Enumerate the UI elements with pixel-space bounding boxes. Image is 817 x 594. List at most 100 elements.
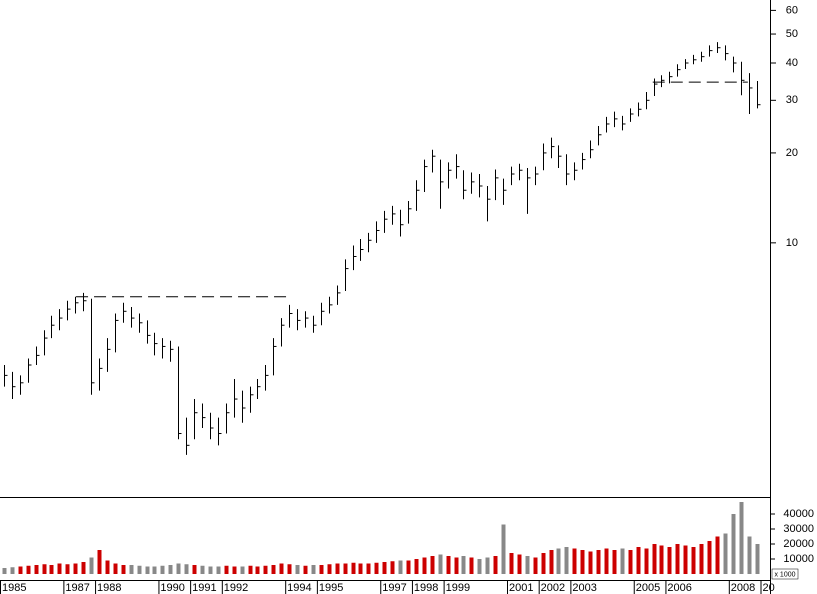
volume-bar [248,565,253,574]
volume-bar [224,565,229,574]
volume-bar [477,558,482,574]
volume-bar [287,564,292,574]
x-tick-label: 2003 [572,582,596,594]
volume-bar [699,543,704,574]
volume-bar [707,540,712,574]
volume-bar [184,564,189,574]
volume-bar [628,549,633,574]
x-tick-label: 2001 [509,582,533,594]
volume-bar [374,562,379,574]
x-tick-label: 1999 [446,582,470,594]
volume-bar [26,565,31,574]
volume-bar [34,564,39,574]
x-tick-label: 1987 [65,582,89,594]
volume-bar [105,560,110,574]
volume-bar [343,563,348,574]
volume-bar [414,558,419,574]
volume-bar [620,548,625,574]
volume-bar [596,549,601,574]
volume-bar [279,563,284,574]
volume-bar [382,561,387,574]
volume-bar [541,552,546,574]
volume-bar [160,565,165,574]
volume-bar [525,555,530,574]
unit-box [771,568,799,580]
volume-bar [255,566,260,574]
volume-bar [739,501,744,574]
volume-bar [263,565,268,574]
volume-bar [652,543,657,574]
x-tick-label: 1992 [224,582,248,594]
x-tick-label: 20 [762,582,774,594]
y-tick-label: 20 [786,147,798,159]
x-tick-label: 1998 [414,582,438,594]
volume-bar [97,549,102,574]
volume-bar [675,543,680,574]
volume-bar [42,564,47,574]
volume-bar [351,562,356,574]
volume-bar [152,566,157,574]
volume-bar [319,564,324,574]
x-tick-label: 2005 [636,582,660,594]
volume-bar [501,524,506,574]
volume-bar [446,555,451,574]
volume-bar [715,536,720,574]
volume-bar [644,548,649,574]
volume-bar [509,552,514,574]
volume-y-tick-label: 30000 [783,523,814,535]
volume-bar [422,557,427,574]
volume-bar [723,533,728,574]
volume-bar [232,566,237,574]
volume-bar [335,563,340,574]
volume-bar [327,564,332,574]
x-tick-label: 2002 [541,582,565,594]
x-tick-label: 1995 [319,582,343,594]
volume-bar [208,566,213,574]
volume-y-tick-label: 10000 [783,553,814,565]
volume-y-tick-label: 20000 [783,538,814,550]
volume-bar [2,567,7,574]
volume-bar [192,564,197,574]
volume-bar [398,560,403,574]
volume-bar [683,545,688,574]
volume-bar [129,564,134,574]
volume-bar [588,551,593,574]
y-tick-label: 40 [786,57,798,69]
volume-bar [137,565,142,574]
volume-bar [731,513,736,574]
volume-bar [549,549,554,574]
volume-bar [454,557,459,574]
volume-bar [461,555,466,574]
y-tick-label: 50 [786,28,798,40]
y-tick-label: 60 [786,4,798,16]
volume-bar [659,545,664,574]
volume-bar [390,561,395,574]
volume-bar [271,564,276,574]
x-tick-label: 1985 [2,582,26,594]
volume-bar [73,563,78,574]
volume-bar [358,563,363,574]
volume-bar [469,557,474,574]
volume-bar [121,564,126,574]
volume-bar [57,563,62,574]
volume-bar [65,564,70,574]
volume-bar [430,555,435,574]
volume-bar [49,564,54,574]
volume-bar [18,566,23,574]
volume-bar [168,564,173,574]
volume-bar [485,557,490,574]
volume-y-tick-label: 40000 [783,508,814,520]
volume-bar [604,548,609,574]
volume-bar [366,563,371,574]
volume-bar [747,536,752,574]
x-tick-label: 1991 [192,582,216,594]
volume-bar [493,555,498,574]
volume-bar [438,554,443,574]
x-tick-label: 2008 [731,582,755,594]
volume-unit: x 1000 [774,571,795,578]
volume-bar [580,549,585,574]
volume-bar [564,546,569,574]
volume-bar [533,557,538,574]
volume-bar [113,563,118,574]
volume-bar [303,565,308,574]
